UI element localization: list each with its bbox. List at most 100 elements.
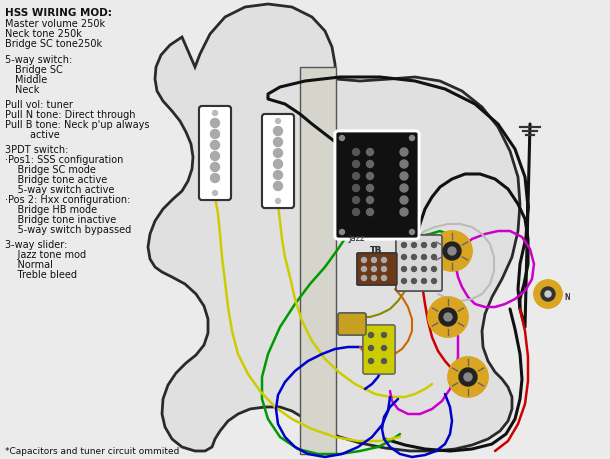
Circle shape: [401, 279, 406, 284]
Circle shape: [276, 119, 281, 124]
Circle shape: [273, 127, 282, 136]
Circle shape: [353, 173, 359, 180]
Circle shape: [210, 152, 220, 161]
Circle shape: [444, 313, 452, 321]
Circle shape: [368, 346, 373, 351]
Circle shape: [273, 160, 282, 169]
Text: N: N: [564, 293, 570, 302]
Circle shape: [431, 243, 437, 248]
Circle shape: [353, 209, 359, 216]
Circle shape: [400, 149, 408, 157]
Circle shape: [367, 197, 373, 204]
Text: ·Pos 2: Hxx configuration:: ·Pos 2: Hxx configuration:: [5, 195, 131, 205]
Text: N: N: [564, 293, 570, 302]
Circle shape: [210, 174, 220, 183]
Text: TB: TB: [370, 246, 382, 254]
Circle shape: [443, 242, 461, 260]
Circle shape: [353, 185, 359, 192]
Circle shape: [273, 171, 282, 180]
Circle shape: [276, 199, 281, 204]
FancyBboxPatch shape: [396, 235, 442, 291]
Circle shape: [464, 373, 472, 381]
Circle shape: [353, 161, 359, 168]
Circle shape: [545, 291, 551, 297]
Circle shape: [381, 258, 387, 263]
Circle shape: [401, 255, 406, 260]
Circle shape: [353, 197, 359, 204]
Circle shape: [401, 267, 406, 272]
Circle shape: [273, 160, 282, 169]
Circle shape: [210, 141, 220, 150]
Text: ·Pos1: SSS configuration: ·Pos1: SSS configuration: [5, 155, 123, 165]
Circle shape: [381, 267, 387, 272]
Circle shape: [448, 247, 456, 256]
FancyBboxPatch shape: [199, 107, 231, 201]
Circle shape: [340, 230, 345, 235]
Circle shape: [210, 130, 220, 139]
Circle shape: [422, 255, 426, 260]
Circle shape: [412, 267, 417, 272]
Circle shape: [545, 291, 551, 297]
Circle shape: [367, 209, 373, 216]
FancyBboxPatch shape: [338, 313, 366, 335]
FancyBboxPatch shape: [262, 115, 294, 208]
Text: Pull B tone: Neck p'up always: Pull B tone: Neck p'up always: [5, 120, 149, 130]
Circle shape: [422, 279, 426, 284]
Circle shape: [362, 258, 367, 263]
Circle shape: [459, 368, 477, 386]
Text: TB: TB: [370, 246, 382, 254]
Circle shape: [412, 279, 417, 284]
Circle shape: [210, 119, 220, 128]
Circle shape: [381, 359, 387, 364]
Circle shape: [412, 243, 417, 248]
Circle shape: [276, 119, 281, 124]
Circle shape: [273, 171, 282, 180]
Circle shape: [412, 279, 417, 284]
Circle shape: [368, 359, 373, 364]
Circle shape: [367, 149, 373, 156]
Circle shape: [448, 247, 456, 256]
Circle shape: [541, 287, 555, 302]
Text: Treble bleed: Treble bleed: [5, 269, 77, 280]
Circle shape: [371, 258, 376, 263]
FancyBboxPatch shape: [357, 253, 397, 285]
Circle shape: [401, 267, 406, 272]
FancyBboxPatch shape: [199, 107, 231, 201]
Circle shape: [362, 276, 367, 281]
Circle shape: [340, 136, 345, 141]
Text: *Capacitors and tuner circuit ommited: *Capacitors and tuner circuit ommited: [5, 446, 179, 455]
Text: Neck: Neck: [15, 85, 40, 95]
Circle shape: [432, 231, 472, 271]
Circle shape: [273, 138, 282, 147]
Circle shape: [273, 149, 282, 158]
Circle shape: [212, 111, 218, 116]
Circle shape: [381, 276, 387, 281]
Circle shape: [422, 243, 426, 248]
Text: Bridge tone inactive: Bridge tone inactive: [5, 214, 117, 224]
Text: 5-way switch active: 5-way switch active: [5, 185, 115, 195]
Circle shape: [443, 242, 461, 260]
Circle shape: [431, 267, 437, 272]
Circle shape: [401, 279, 406, 284]
Circle shape: [422, 255, 426, 260]
Circle shape: [422, 243, 426, 248]
Circle shape: [367, 185, 373, 192]
Circle shape: [409, 136, 415, 141]
Text: Bridge SC: Bridge SC: [15, 65, 63, 75]
Circle shape: [381, 267, 387, 272]
Circle shape: [381, 258, 387, 263]
Circle shape: [210, 163, 220, 172]
Circle shape: [381, 276, 387, 281]
Text: Bridge SC mode: Bridge SC mode: [5, 165, 96, 174]
Circle shape: [353, 209, 359, 216]
Circle shape: [401, 255, 406, 260]
Circle shape: [431, 255, 437, 260]
FancyBboxPatch shape: [335, 132, 419, 240]
Text: HSS WIRING MOD:: HSS WIRING MOD:: [5, 8, 112, 18]
Circle shape: [439, 308, 457, 326]
Circle shape: [534, 280, 562, 308]
Circle shape: [362, 276, 367, 281]
Circle shape: [431, 255, 437, 260]
Circle shape: [212, 111, 218, 116]
Circle shape: [459, 368, 477, 386]
